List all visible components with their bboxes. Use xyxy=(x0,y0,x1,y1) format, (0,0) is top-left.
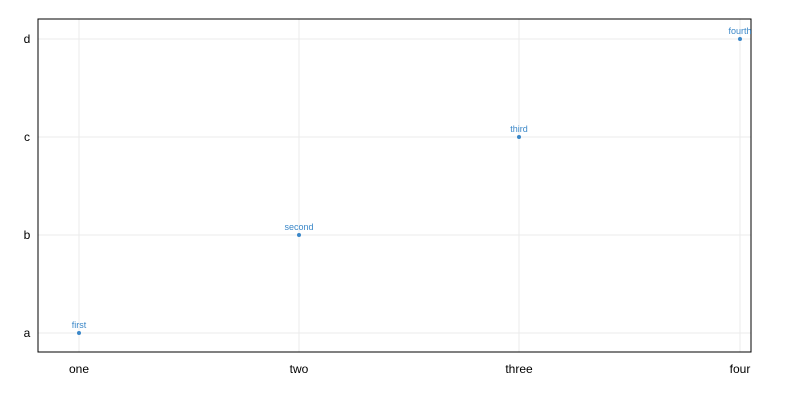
x-axis: one two three four xyxy=(69,362,750,376)
point-label: first xyxy=(72,320,87,330)
data-point xyxy=(738,37,742,41)
grid xyxy=(38,19,751,352)
y-tick-label: d xyxy=(24,32,31,46)
point-label: second xyxy=(284,222,313,232)
plot-frame xyxy=(37,18,752,353)
x-tick-label: four xyxy=(730,362,751,376)
x-tick-label: three xyxy=(505,362,533,376)
y-tick-label: c xyxy=(24,130,30,144)
y-tick-label: a xyxy=(24,326,31,340)
y-axis: a b c d xyxy=(24,32,31,340)
x-tick-label: two xyxy=(290,362,309,376)
y-tick-label: b xyxy=(24,228,31,242)
data-points: first second third fourth xyxy=(72,26,752,335)
x-tick-label: one xyxy=(69,362,89,376)
point-label: fourth xyxy=(728,26,751,36)
data-point xyxy=(77,331,81,335)
data-point xyxy=(517,135,521,139)
point-label: third xyxy=(510,124,528,134)
data-point xyxy=(297,233,301,237)
